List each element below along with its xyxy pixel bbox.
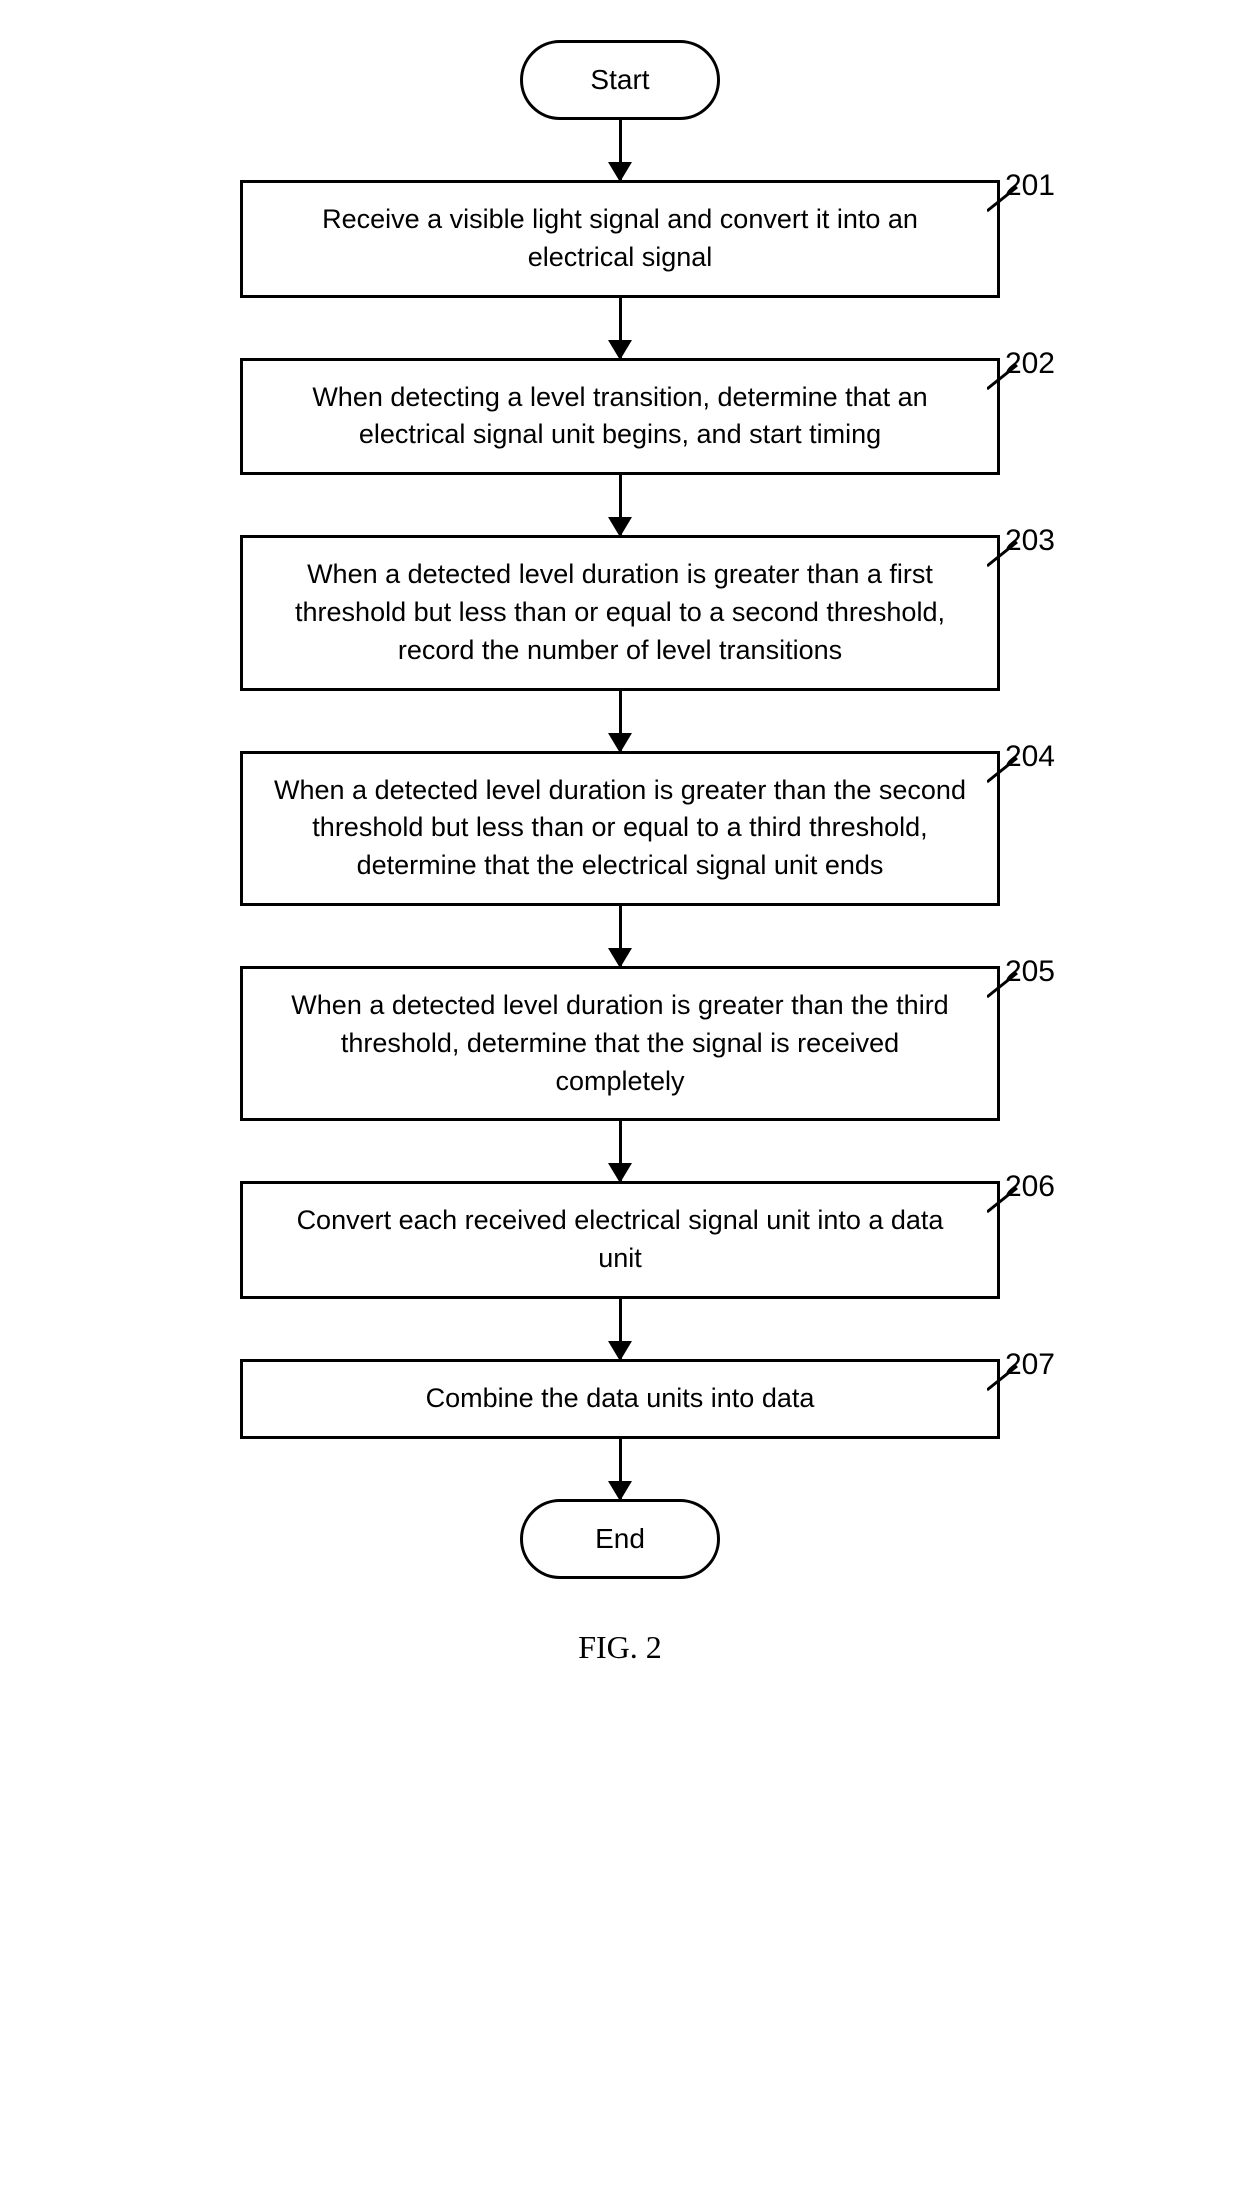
arrow-connector xyxy=(619,691,622,751)
step-number-label: 202 xyxy=(1005,343,1055,385)
step-text: Combine the data units into data xyxy=(426,1383,815,1413)
start-label: Start xyxy=(590,64,649,96)
step-text: When a detected level duration is greate… xyxy=(291,990,948,1096)
start-terminal: Start xyxy=(520,40,720,120)
figure-caption: FIG. 2 xyxy=(210,1629,1030,1666)
process-step-206: 206 Convert each received electrical sig… xyxy=(240,1181,1000,1299)
arrow-connector xyxy=(619,1121,622,1181)
arrow-connector xyxy=(619,1439,622,1499)
step-number-label: 201 xyxy=(1005,165,1055,207)
process-step-203: 203 When a detected level duration is gr… xyxy=(240,535,1000,690)
arrow-connector xyxy=(619,298,622,358)
end-terminal: End xyxy=(520,1499,720,1579)
arrow-connector xyxy=(619,1299,622,1359)
process-step-205: 205 When a detected level duration is gr… xyxy=(240,966,1000,1121)
step-text: Convert each received electrical signal … xyxy=(297,1205,944,1273)
step-text: When detecting a level transition, deter… xyxy=(312,382,927,450)
arrow-connector xyxy=(619,475,622,535)
step-text: When a detected level duration is greate… xyxy=(274,775,966,881)
step-number-label: 207 xyxy=(1005,1344,1055,1386)
step-number-label: 205 xyxy=(1005,951,1055,993)
arrow-connector xyxy=(619,120,622,180)
step-text: Receive a visible light signal and conve… xyxy=(322,204,918,272)
flowchart-container: Start 201 Receive a visible light signal… xyxy=(210,40,1030,1666)
process-step-202: 202 When detecting a level transition, d… xyxy=(240,358,1000,476)
step-text: When a detected level duration is greate… xyxy=(295,559,945,665)
end-label: End xyxy=(595,1523,645,1555)
process-step-201: 201 Receive a visible light signal and c… xyxy=(240,180,1000,298)
step-number-label: 203 xyxy=(1005,520,1055,562)
arrow-connector xyxy=(619,906,622,966)
process-step-207: 207 Combine the data units into data xyxy=(240,1359,1000,1439)
step-number-label: 206 xyxy=(1005,1166,1055,1208)
step-number-label: 204 xyxy=(1005,736,1055,778)
process-step-204: 204 When a detected level duration is gr… xyxy=(240,751,1000,906)
